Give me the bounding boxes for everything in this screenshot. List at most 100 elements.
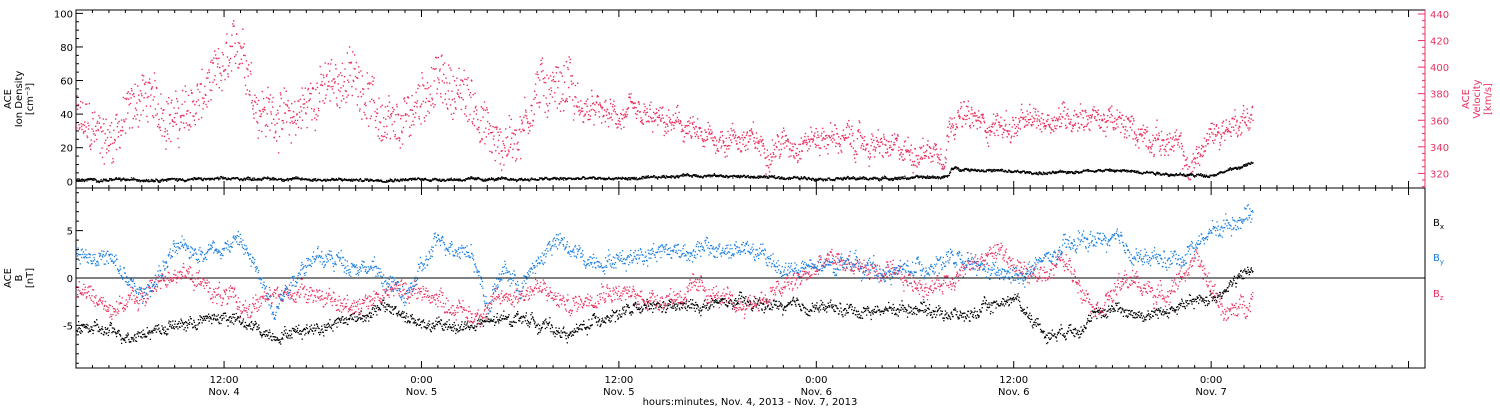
- data-point: [1055, 117, 1058, 119]
- data-point: [556, 177, 558, 179]
- data-point: [1060, 171, 1063, 173]
- data-point: [544, 177, 547, 179]
- data-point: [1073, 124, 1075, 126]
- data-point: [366, 117, 368, 119]
- data-point: [1218, 148, 1221, 151]
- data-point: [388, 101, 391, 103]
- data-point: [219, 178, 221, 180]
- data-point: [303, 107, 305, 109]
- data-point: [736, 142, 738, 145]
- data-point: [606, 114, 608, 116]
- data-point: [709, 133, 711, 135]
- data-point: [107, 145, 110, 147]
- field-tick-label: 5: [67, 227, 73, 238]
- data-point: [917, 176, 919, 178]
- data-point: [1194, 161, 1196, 163]
- data-point: [485, 127, 487, 129]
- data-point: [883, 177, 885, 179]
- data-point: [831, 179, 833, 181]
- data-point: [468, 178, 470, 180]
- data-point: [1183, 151, 1185, 153]
- data-point: [361, 118, 363, 120]
- data-point: [527, 179, 529, 181]
- data-point: [943, 168, 945, 170]
- data-point: [281, 128, 283, 130]
- data-point: [335, 97, 338, 99]
- data-point: [100, 126, 102, 128]
- data-point: [749, 177, 752, 179]
- data-point: [104, 179, 106, 181]
- data-point: [314, 179, 316, 181]
- data-point: [730, 139, 732, 141]
- data-point: [417, 87, 419, 90]
- data-point: [251, 179, 253, 182]
- data-point: [711, 139, 714, 142]
- data-point: [345, 179, 347, 181]
- data-point: [640, 117, 642, 119]
- data-point: [1192, 153, 1194, 155]
- data-point: [1113, 169, 1115, 171]
- data-point: [709, 175, 711, 177]
- data-point: [853, 140, 855, 142]
- data-point: [461, 180, 463, 182]
- data-point: [575, 177, 577, 179]
- data-point: [463, 179, 466, 181]
- data-point: [940, 153, 942, 156]
- data-point: [240, 178, 242, 180]
- data-point: [243, 54, 245, 56]
- data-point: [1165, 150, 1167, 153]
- data-point: [807, 138, 810, 140]
- data-point: [1158, 134, 1160, 137]
- data-point: [322, 74, 325, 76]
- data-point: [816, 137, 818, 139]
- data-point: [127, 91, 129, 93]
- data-point: [766, 149, 768, 151]
- data-point: [1183, 165, 1186, 167]
- data-point: [608, 176, 610, 178]
- data-point: [1055, 128, 1057, 130]
- data-point: [1036, 118, 1039, 120]
- data-point: [296, 176, 298, 178]
- velocity-tick-label: 340: [1430, 143, 1449, 154]
- data-point: [316, 86, 319, 89]
- data-point: [375, 126, 377, 129]
- data-point: [950, 125, 953, 127]
- data-point: [1102, 113, 1105, 115]
- data-point: [368, 180, 370, 182]
- data-point: [1039, 173, 1041, 175]
- data-point: [966, 114, 969, 117]
- data-point: [124, 132, 127, 134]
- data-point: [1248, 129, 1250, 131]
- data-point: [874, 150, 877, 152]
- data-point: [362, 88, 364, 90]
- data-point: [108, 150, 110, 152]
- data-point: [1114, 117, 1116, 119]
- data-point: [843, 177, 845, 180]
- data-point: [1031, 115, 1033, 117]
- data-point: [302, 103, 305, 105]
- data-point: [1140, 128, 1142, 130]
- data-point: [223, 70, 225, 72]
- data-point: [1146, 126, 1148, 129]
- data-point: [362, 180, 364, 183]
- data-point: [552, 178, 554, 180]
- data-point: [818, 147, 821, 149]
- data-point: [1006, 130, 1008, 132]
- data-point: [975, 120, 978, 122]
- data-point: [932, 177, 934, 179]
- data-point: [872, 135, 874, 137]
- data-point: [885, 144, 887, 146]
- data-point: [334, 64, 337, 66]
- data-point: [405, 113, 407, 115]
- data-point: [993, 123, 996, 126]
- data-point: [1059, 113, 1062, 115]
- data-point: [547, 105, 549, 107]
- data-point: [184, 101, 186, 103]
- data-point: [933, 154, 935, 156]
- data-point: [171, 119, 173, 121]
- data-point: [561, 97, 563, 100]
- data-point: [773, 175, 776, 177]
- x-tick-label: 0:00: [410, 375, 432, 386]
- data-point: [343, 76, 346, 78]
